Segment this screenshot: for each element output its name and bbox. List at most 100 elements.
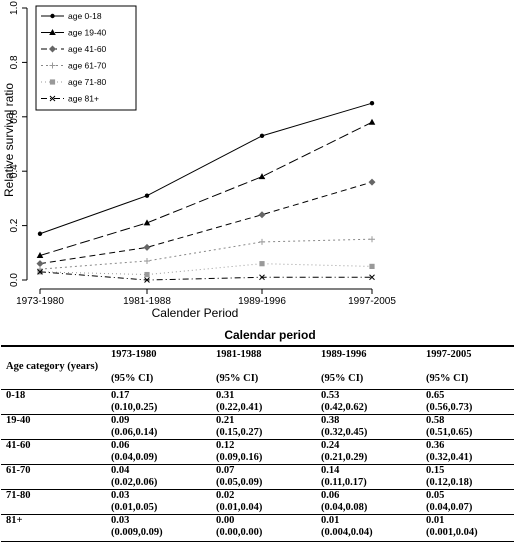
- ci-value-cell: (0.22,0.41): [216, 402, 263, 413]
- data-point: [49, 62, 56, 69]
- legend-label: age 41-60: [68, 44, 107, 54]
- survival-table-section: Calendar period Age category (years) 197…: [0, 325, 520, 542]
- ci-value-cell: (0.001,0.04): [421, 527, 514, 542]
- ratio-value-cell: 0.05: [421, 489, 514, 502]
- age-category-cell: 61-70: [1, 464, 106, 477]
- header-ci-label: (95% CI): [426, 373, 469, 384]
- y-tick-label: 0.4: [9, 164, 20, 178]
- ci-value-cell: (0.04,0.09): [111, 452, 158, 463]
- ratio-value-cell: 0.24: [316, 439, 421, 452]
- y-tick-label: 0.8: [9, 55, 20, 69]
- ci-value-cell: (0.05,0.09): [216, 477, 263, 488]
- table-ci-row: (0.01,0.05) (0.01,0.04) (0.04,0.08) (0.04,0…: [1, 502, 514, 515]
- age-category-cell: 19-40: [1, 414, 106, 427]
- header-ci-label: (95% CI): [321, 373, 364, 384]
- header-age-label: Age category (years): [6, 361, 99, 372]
- y-axis-title: Relative survival ratio: [2, 83, 16, 197]
- legend-box: [35, 5, 137, 111]
- ci-value-cell: (0.51,0.65): [426, 427, 473, 438]
- data-point: [49, 45, 56, 53]
- series-age-71-80: [37, 261, 375, 278]
- data-point: [36, 252, 44, 259]
- data-point: [368, 178, 376, 186]
- data-point: [143, 243, 151, 251]
- survival-line-chart: 0.0 0.2 0.4 0.6 0.8 1.0 1973-1980 1981-1988 1989…: [2, 1, 396, 320]
- ci-value-cell: (0.06,0.14): [111, 427, 158, 438]
- age-category-cell: 41-60: [1, 439, 106, 452]
- empty-cell: [1, 527, 106, 542]
- age-category-cell: 81+: [1, 514, 106, 527]
- x-tick-label: 1997-2005: [348, 296, 396, 307]
- ci-value-cell: (0.04,0.08): [321, 502, 368, 513]
- data-point: [37, 268, 43, 275]
- header-period-2: 1981-1988 (95% CI): [211, 347, 316, 390]
- header-age-category: Age category (years): [1, 347, 106, 390]
- ratio-value-cell: 0.58: [421, 414, 514, 427]
- ci-value-cell: (0.11,0.17): [321, 477, 367, 488]
- series-line: [39, 263, 373, 276]
- header-period-label: 1973-1980: [111, 349, 157, 360]
- table-ci-row: (0.06,0.14) (0.15,0.27) (0.32,0.45) (0.51,0…: [1, 427, 514, 440]
- legend-label: age 0-18: [68, 11, 102, 21]
- ci-value-cell: (0.32,0.41): [426, 452, 473, 463]
- series-age-81-: [37, 268, 375, 283]
- ratio-value-cell: 0.65: [421, 389, 514, 402]
- series-age-0-18: [37, 101, 375, 236]
- data-point: [258, 173, 266, 180]
- empty-cell: [1, 427, 106, 440]
- ratio-value-cell: 0.36: [421, 439, 514, 452]
- header-period-label: 1981-1988: [216, 349, 262, 360]
- table-caption: Calendar period: [224, 328, 316, 342]
- age-category-cell: 71-80: [1, 489, 106, 502]
- ratio-value-cell: 0.31: [211, 389, 316, 402]
- ci-value-cell: (0.21,0.29): [321, 452, 368, 463]
- data-point: [37, 231, 43, 236]
- y-tick-label: 0.0: [9, 273, 20, 287]
- series-age-41-60: [36, 178, 376, 268]
- y-tick-label: 1.0: [9, 1, 20, 15]
- data-point: [259, 261, 265, 267]
- ratio-value-cell: 0.00: [211, 514, 316, 527]
- series-line: [39, 181, 373, 265]
- empty-cell: [1, 452, 106, 465]
- ratio-value-cell: 0.15: [421, 464, 514, 477]
- ratio-value-cell: 0.07: [211, 464, 316, 477]
- ci-value-cell: (0.15,0.27): [216, 427, 263, 438]
- ci-value-cell: (0.04,0.07): [426, 502, 473, 513]
- table-body: 0-18 0.17 0.31 0.53 0.65 (0.10,0.25) (0.22,0.4…: [1, 389, 514, 542]
- data-point: [49, 79, 56, 85]
- header-period-3: 1989-1996 (95% CI): [316, 347, 421, 390]
- data-point: [143, 219, 151, 226]
- header-period-4: 1997-2005 (95% CI): [421, 347, 514, 390]
- data-point: [259, 133, 265, 139]
- ratio-value-cell: 0.38: [316, 414, 421, 427]
- table-row: 71-80 0.03 0.02 0.06 0.05: [1, 489, 514, 502]
- ci-value-cell: (0.32,0.45): [321, 427, 368, 438]
- table-row: 41-60 0.06 0.12 0.24 0.36: [1, 439, 514, 452]
- ratio-value-cell: 0.14: [316, 464, 421, 477]
- series-line: [39, 121, 373, 256]
- chart-series: [36, 101, 376, 283]
- data-point: [369, 101, 375, 106]
- ci-value-cell: (0.10,0.25): [111, 402, 158, 413]
- table-ci-row: (0.04,0.09) (0.09,0.16) (0.21,0.29) (0.32,0…: [1, 452, 514, 465]
- header-period-label: 1989-1996: [321, 349, 367, 360]
- ratio-value-cell: 0.06: [316, 489, 421, 502]
- series-line: [39, 271, 372, 281]
- data-point: [50, 13, 55, 19]
- data-point: [144, 193, 150, 198]
- ci-value-cell: (0.12,0.18): [426, 477, 473, 488]
- data-point: [369, 274, 375, 281]
- data-point: [259, 274, 265, 281]
- x-tick-label: 1981-1988: [123, 296, 171, 307]
- ratio-value-cell: 0.06: [106, 439, 211, 452]
- ci-value-cell: (0.00,0.00): [211, 527, 316, 542]
- data-point: [49, 95, 56, 102]
- header-period-1: 1973-1980 (95% CI): [106, 347, 211, 390]
- data-point: [144, 271, 150, 278]
- table-header-row: Age category (years) 1973-1980 (95% CI) …: [1, 347, 514, 390]
- table-row: 19-40 0.09 0.21 0.38 0.58: [1, 414, 514, 427]
- ci-value-cell: (0.42,0.62): [321, 402, 368, 413]
- legend-label: age 19-40: [68, 28, 107, 38]
- x-tick-label: 1973-1980: [16, 296, 64, 307]
